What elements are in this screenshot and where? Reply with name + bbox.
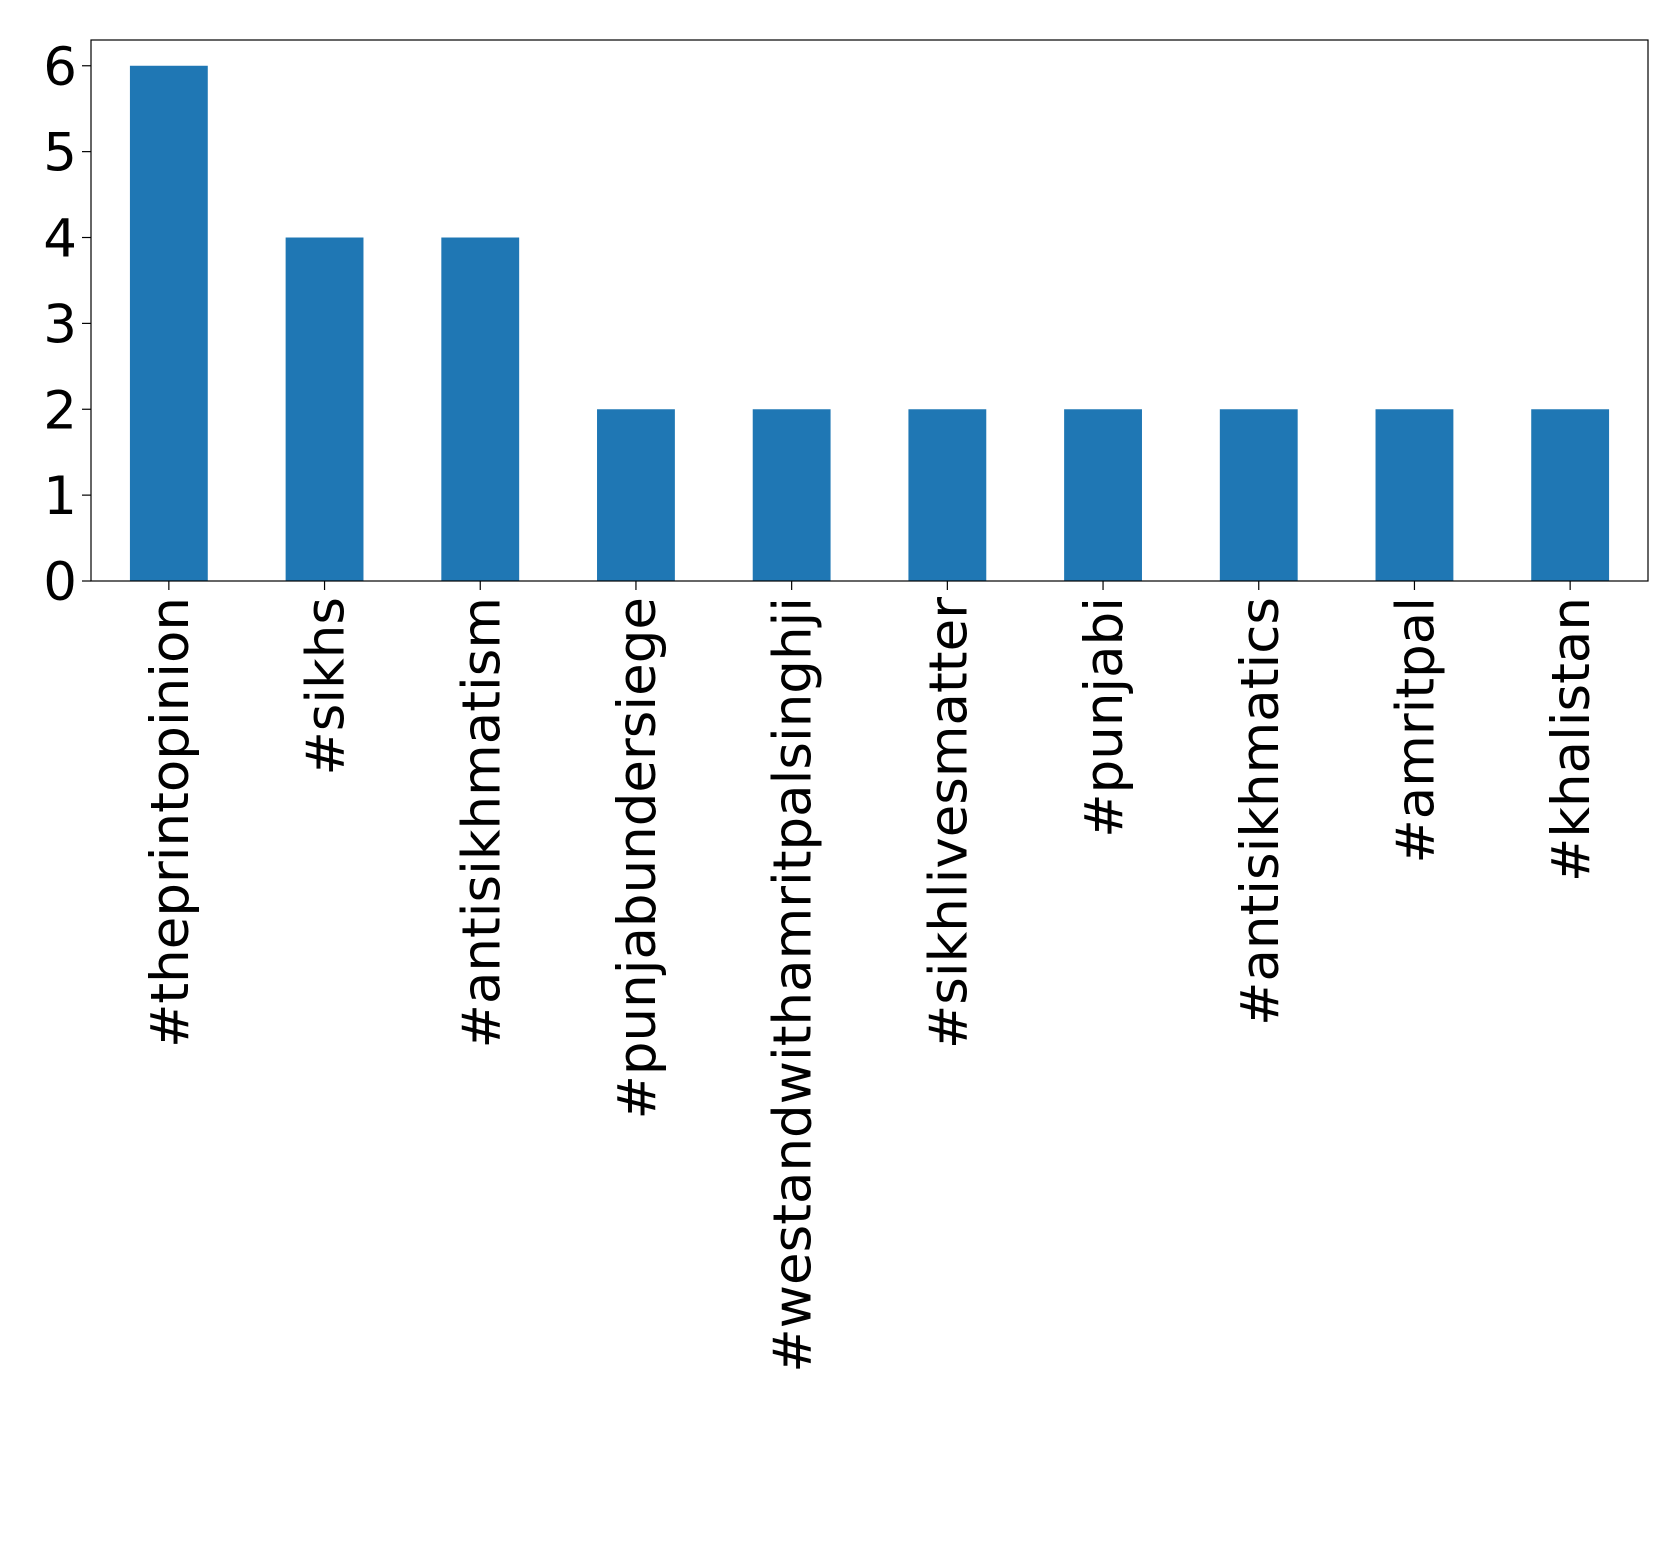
plot-frame (90, 39, 1649, 582)
bar (597, 409, 675, 581)
x-tick-label: #punjabundersiege (607, 597, 668, 1120)
bar (441, 237, 520, 581)
bar (1375, 409, 1454, 581)
x-tick-label: #antisikhmatics (1230, 597, 1291, 1026)
bar (1531, 409, 1610, 581)
x-tick-label: #khalistan (1541, 597, 1602, 882)
y-tick-label: 2 (43, 380, 77, 441)
y-tick-label: 0 (43, 552, 77, 613)
bar (1064, 409, 1142, 581)
bar (285, 237, 364, 581)
y-tick-label: 4 (43, 209, 77, 270)
x-tick-label: #amritpal (1385, 597, 1446, 864)
bar (908, 409, 987, 581)
x-tick-label: #antisikhmatism (451, 597, 512, 1048)
x-tick-label: #theprintopinion (140, 597, 201, 1048)
x-tick-label: #sikhlivesmatter (918, 597, 979, 1049)
bar (752, 409, 831, 581)
bar (129, 65, 208, 581)
y-tick-label: 6 (43, 37, 77, 98)
y-tick-label: 5 (43, 123, 77, 184)
y-tick-label: 3 (43, 294, 77, 355)
y-tick-label: 1 (43, 466, 77, 527)
x-tick-label: #sikhs (296, 597, 357, 776)
x-tick-label: #punjabi (1074, 597, 1135, 838)
bar (1219, 409, 1298, 581)
x-tick-label: #westandwithamritpalsinghji (763, 597, 824, 1373)
